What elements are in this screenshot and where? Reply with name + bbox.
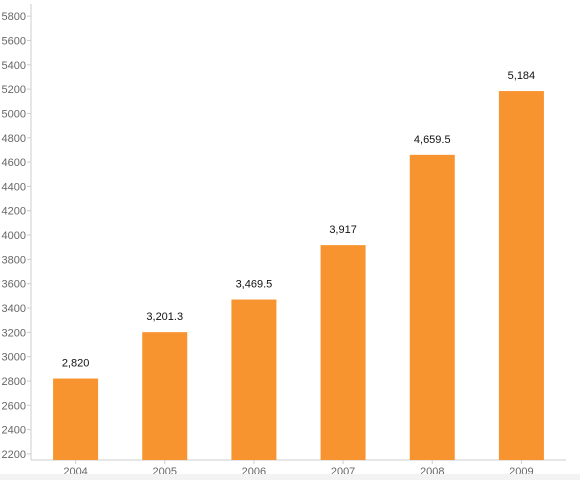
y-tick-label: 5200 xyxy=(2,84,26,96)
bar-2009 xyxy=(498,91,544,460)
y-tick-label: 2200 xyxy=(2,449,26,461)
y-tick-label: 3600 xyxy=(2,279,26,291)
y-axis: 2200 2400 2600 2800 3000 3200 3400 3600 3800 4000… xyxy=(2,4,32,461)
y-tick-label: 5800 xyxy=(2,11,26,23)
y-tick-label: 4400 xyxy=(2,181,26,193)
y-tick-label: 4200 xyxy=(2,206,26,218)
value-label-2008: 4,659.5 xyxy=(414,134,451,146)
value-label-2005: 3,201.3 xyxy=(146,311,183,323)
y-tick-label: 3800 xyxy=(2,254,26,266)
value-label-2006: 3,469.5 xyxy=(236,279,273,291)
y-tick-label: 5400 xyxy=(2,60,26,72)
y-tick-label: 2800 xyxy=(2,376,26,388)
value-label-2004: 2,820 xyxy=(62,358,90,370)
value-label-2007: 3,917 xyxy=(329,224,357,236)
bar-2005 xyxy=(142,332,188,460)
bar-2007 xyxy=(320,245,366,460)
y-tick-label: 4600 xyxy=(2,157,26,169)
value-labels: 2,820 3,201.3 3,469.5 3,917 4,659.5 5,184 xyxy=(62,70,535,369)
y-tick-label: 5600 xyxy=(2,35,26,47)
bars xyxy=(53,91,544,461)
bar-2008 xyxy=(409,154,455,461)
y-tick-label: 3400 xyxy=(2,303,26,315)
bar-2004 xyxy=(53,378,99,460)
y-tick-label: 2600 xyxy=(2,400,26,412)
y-tick-label: 5000 xyxy=(2,108,26,120)
y-tick-label: 3000 xyxy=(2,352,26,364)
bar-2006 xyxy=(231,299,277,460)
y-tick-label: 4800 xyxy=(2,133,26,145)
value-label-2009: 5,184 xyxy=(508,70,536,82)
y-tick-label: 2400 xyxy=(2,425,26,437)
chart-bottom-band xyxy=(0,474,580,480)
y-tick-label: 3200 xyxy=(2,327,26,339)
y-tick-label: 4000 xyxy=(2,230,26,242)
